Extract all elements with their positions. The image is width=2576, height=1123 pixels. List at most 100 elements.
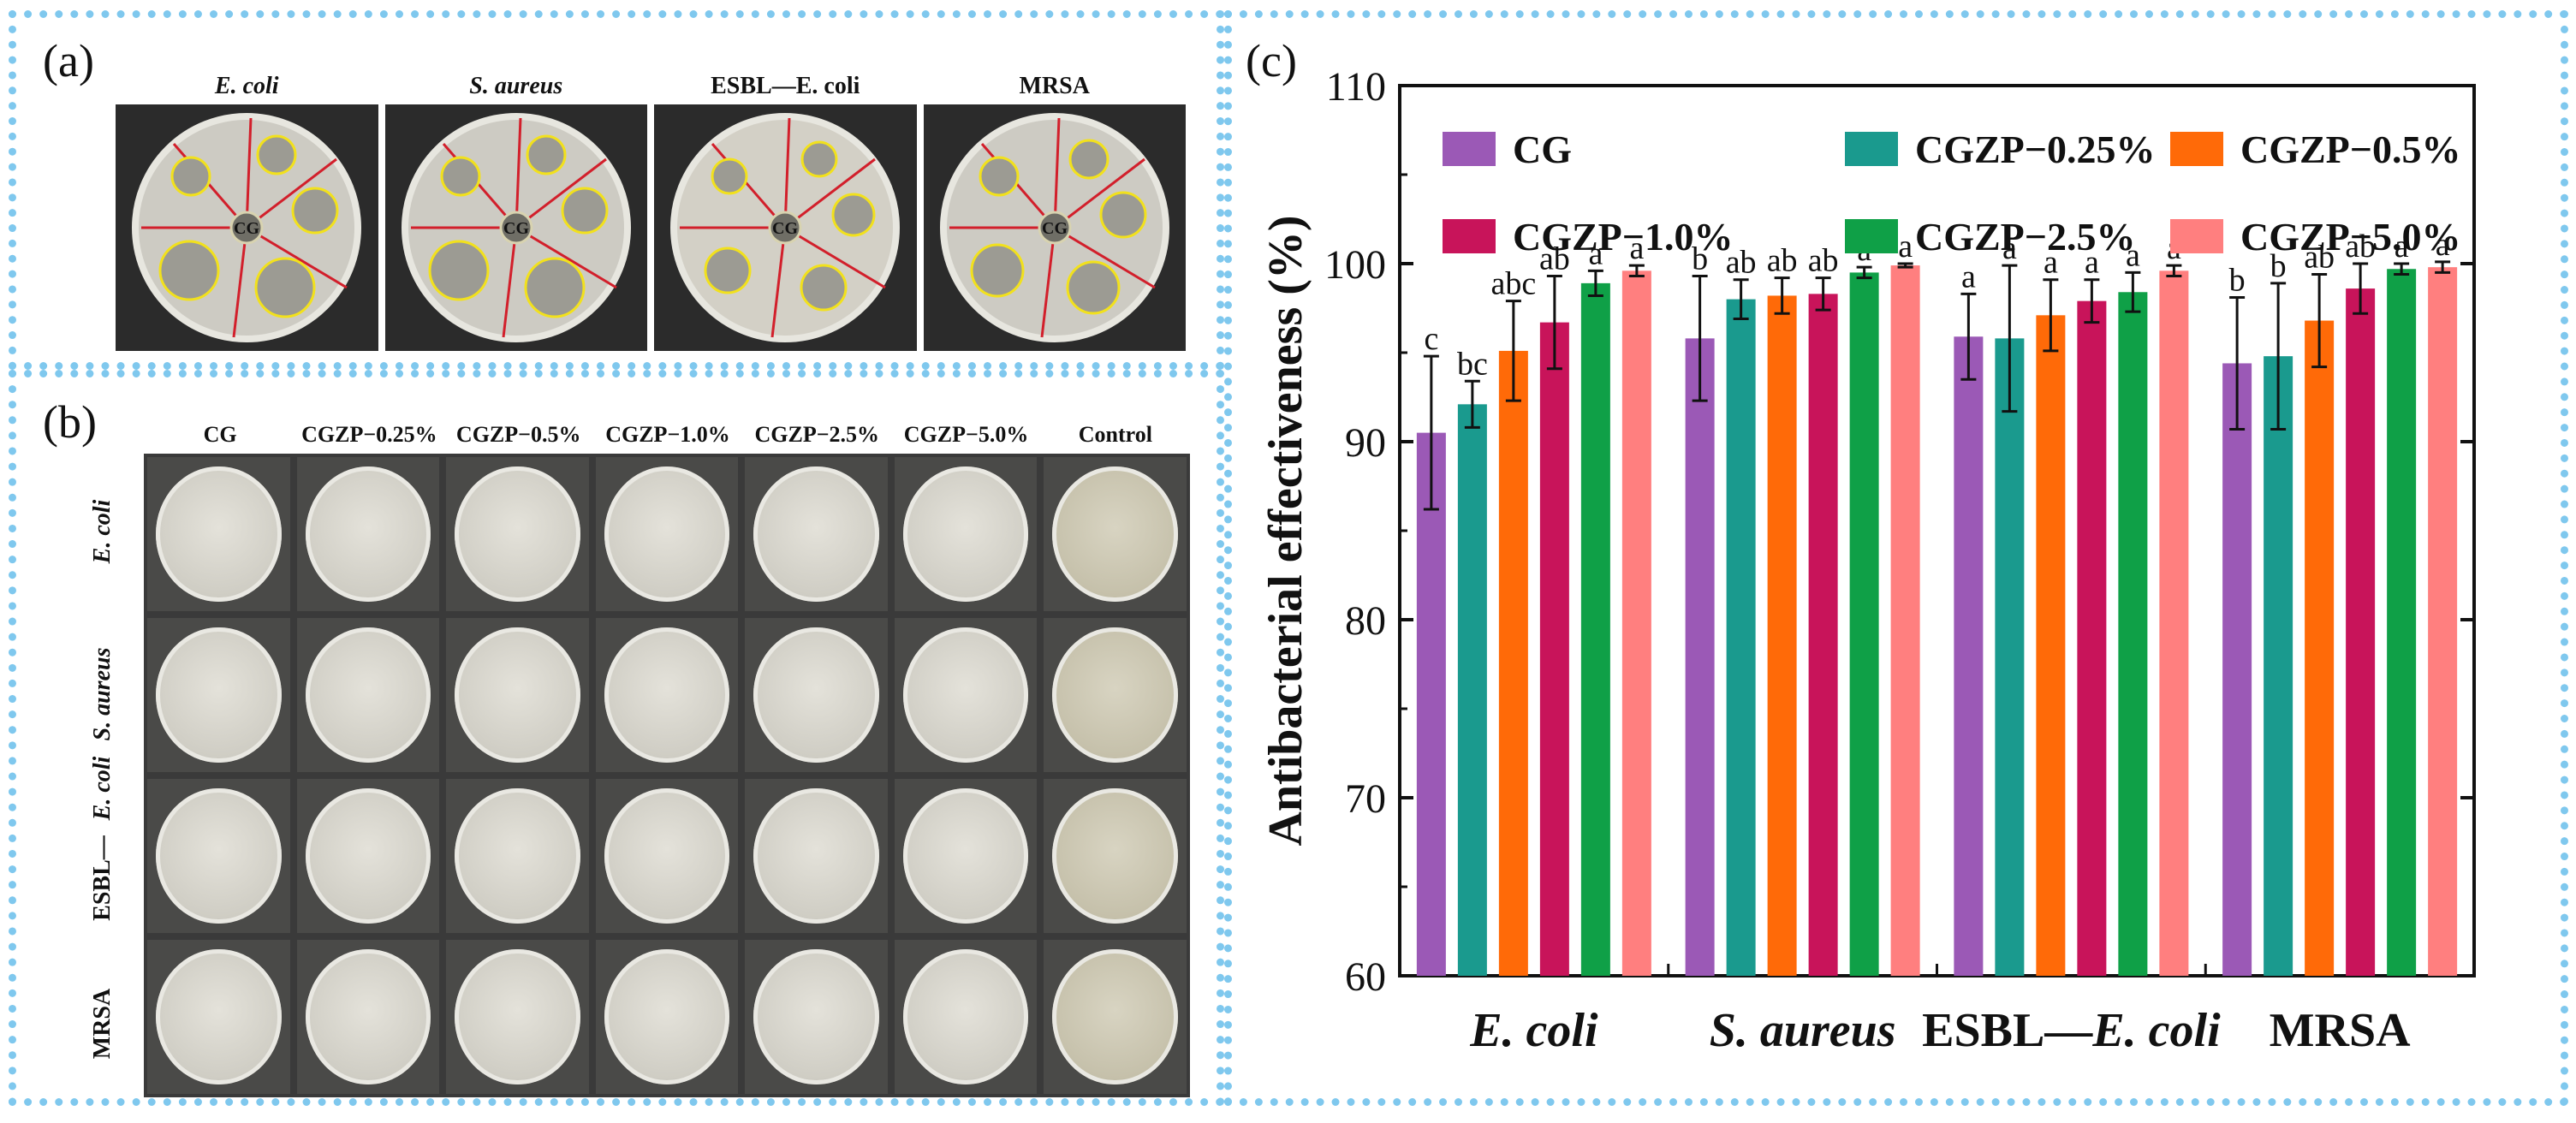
panel-b-label: (b) [43, 396, 97, 448]
column-header: CGZP−2.5% [754, 422, 880, 447]
petri-dish-icon [1052, 948, 1178, 1085]
agar-plate-icon: CG [401, 113, 631, 342]
inhibition-zone-photo: CG [384, 104, 647, 351]
dish-cell [595, 457, 739, 611]
dish-cell [894, 618, 1038, 772]
inhibition-zone-photo: CG [923, 104, 1186, 351]
dish-cell [745, 618, 888, 772]
petri-dish-icon [455, 627, 580, 764]
petri-dish-icon [902, 466, 1029, 603]
significance-letter: c [1424, 321, 1438, 357]
plate-center-label: CG [1042, 219, 1068, 238]
panel-a-column: S. aureus CG [384, 68, 647, 351]
petri-dish-icon [902, 787, 1029, 924]
petri-dish-icon [604, 948, 730, 1085]
petri-dish-icon [604, 627, 730, 764]
significance-letter: a [2044, 245, 2058, 281]
inhibition-zone-photo: CG [654, 104, 917, 351]
row-label: MRSA [89, 988, 116, 1060]
bar [1539, 322, 1569, 976]
dish-cell [1044, 618, 1187, 772]
bar [1726, 299, 1756, 977]
significance-letter: abc [1491, 266, 1537, 302]
bar [1621, 270, 1651, 976]
significance-letter: a [2126, 237, 2140, 273]
significance-letter: b [2270, 248, 2287, 284]
agar-plate-icon: CG [670, 113, 901, 342]
legend-swatch [1845, 132, 1898, 166]
agar-plate-icon: CG [132, 113, 362, 342]
petri-dish-icon [1052, 627, 1178, 764]
plate-center-label: CG [772, 219, 798, 238]
panel-a-photos: E. coli CG S. aureus [116, 68, 1186, 351]
dish-cell [1044, 940, 1187, 1094]
x-tick-label: MRSA [2270, 1004, 2411, 1057]
dish-cell [446, 779, 589, 933]
panel-a-title: ESBL—E. coli [711, 73, 860, 99]
significance-letter: a [2395, 229, 2409, 264]
legend-label: CGZP−0.25% [1915, 128, 2156, 171]
significance-letter: ab [2304, 239, 2335, 275]
petri-dish-icon [305, 627, 431, 764]
bar [2118, 292, 2148, 976]
significance-letter: b [2229, 263, 2246, 299]
dish-cell [894, 940, 1038, 1094]
panel-b-frame [9, 370, 1224, 1106]
bar [2428, 267, 2458, 976]
bar [2077, 300, 2107, 976]
significance-letter: ab [2345, 229, 2376, 264]
bar [1849, 272, 1879, 976]
bar [1890, 265, 1920, 977]
panel-a-title: S. aureus [469, 73, 563, 99]
column-header: Control [1078, 422, 1152, 447]
significance-letter: ab [1539, 241, 1570, 277]
significance-letter: ab [1726, 245, 1757, 281]
y-tick-label: 80 [1345, 598, 1386, 644]
significance-letter: a [2002, 230, 2017, 266]
dish-cell [595, 940, 739, 1094]
y-tick-label: 100 [1324, 242, 1386, 288]
petri-dish-icon [1052, 787, 1178, 924]
column-header: CGZP−5.0% [903, 422, 1029, 447]
bar [1416, 432, 1446, 977]
panel-b-column-headers: CG CGZP−0.25% CGZP−0.5% CGZP−1.0% CGZP−2… [146, 418, 1190, 452]
dish-cell [296, 457, 440, 611]
legend-label: CGZP−5.0% [2240, 215, 2461, 258]
dish-cell [296, 618, 440, 772]
dish-cell [296, 779, 440, 933]
significance-letter: a [1961, 258, 1976, 294]
petri-dish-icon [305, 787, 431, 924]
legend-swatch [1443, 132, 1496, 166]
panel-a-column: MRSA CG [923, 68, 1186, 351]
dish-cell [745, 940, 888, 1094]
panel-a-column: E. coli CG [116, 68, 378, 351]
legend-label: CGZP−0.5% [2240, 128, 2461, 171]
panel-a-title: MRSA [1019, 73, 1090, 99]
legend-swatch [1845, 219, 1898, 253]
significance-letter: ab [1767, 243, 1798, 279]
significance-letter: a [1898, 229, 1913, 264]
agar-plate-icon: CG [939, 113, 1169, 342]
petri-dish-icon [753, 627, 879, 764]
significance-letter: b [1692, 241, 1708, 277]
panel-c-label: (c) [1246, 35, 1297, 86]
panel-a-title: E. coli [214, 73, 279, 99]
bar [2036, 315, 2066, 976]
legend-swatch [1443, 219, 1496, 253]
bar [1954, 336, 1984, 976]
petri-dish-icon [156, 627, 282, 764]
dish-cell [1044, 779, 1187, 933]
panel-c-frame [1224, 10, 2568, 1106]
significance-letter: a [1629, 230, 1644, 266]
y-tick-label: 70 [1345, 776, 1386, 822]
dish-cell [894, 779, 1038, 933]
petri-dish-icon [902, 948, 1029, 1085]
petri-dish-icon [604, 787, 730, 924]
petri-dish-icon [455, 948, 580, 1085]
x-tick-label: E. coli [1469, 1004, 1598, 1057]
petri-dish-icon [1052, 466, 1178, 603]
panel-a-label: (a) [43, 35, 94, 86]
dish-cell [894, 457, 1038, 611]
plate-center-label: CG [234, 219, 259, 238]
dish-cell [595, 779, 739, 933]
